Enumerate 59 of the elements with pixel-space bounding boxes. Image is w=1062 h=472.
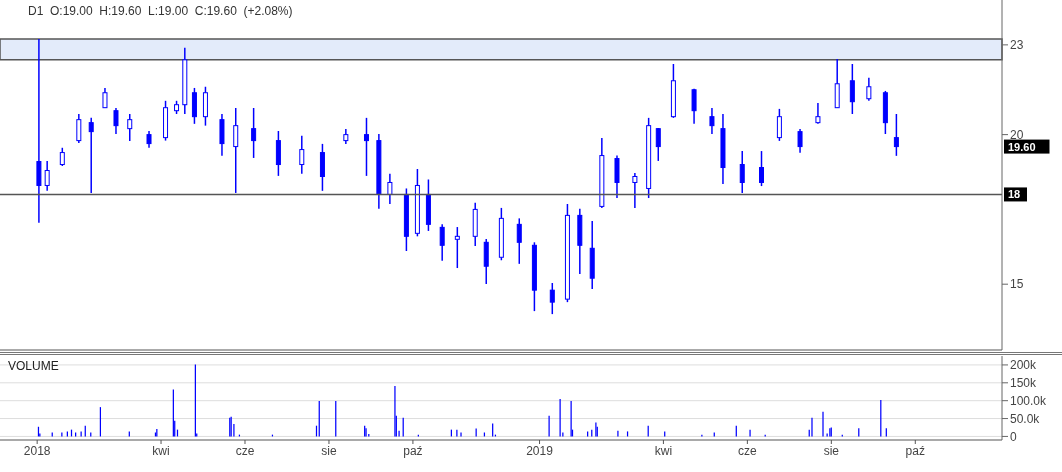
candlestick	[454, 226, 460, 269]
x-tick-label: cze	[738, 443, 758, 458]
x-tick-label: 2019	[526, 443, 554, 458]
ref-line-label: 18	[1008, 188, 1021, 201]
candlestick	[36, 38, 42, 224]
candlestick	[191, 87, 197, 125]
candlestick	[319, 143, 325, 192]
candlestick	[866, 77, 872, 102]
candlestick	[834, 58, 840, 109]
y-tick-label: 15	[1010, 277, 1024, 292]
candlestick	[275, 130, 281, 177]
candlestick	[299, 135, 305, 175]
chart-title: D1 O:19.00 H:19.60 L:19.00 C:19.60 (+2.08%)	[28, 4, 293, 18]
y-tick-label: 50.0k	[1010, 411, 1041, 426]
candlestick	[59, 147, 65, 167]
candlestick	[387, 173, 393, 205]
candlestick	[776, 108, 782, 142]
y-tick-label: 150k	[1010, 376, 1038, 391]
candlestick	[363, 117, 369, 177]
x-tick-label: 2018	[23, 443, 51, 458]
candlestick	[219, 113, 225, 157]
candlestick	[815, 102, 821, 125]
x-tick-label: kwi	[152, 443, 170, 458]
candlestick	[893, 113, 899, 157]
candlestick	[691, 88, 697, 125]
candlestick	[483, 238, 489, 285]
y-tick-label: 23	[1010, 38, 1024, 53]
candlestick	[549, 282, 555, 315]
candlestick	[44, 160, 50, 192]
candlestick	[127, 113, 133, 142]
candlestick	[202, 86, 208, 127]
candlestick	[759, 150, 765, 187]
candlestick	[113, 107, 119, 135]
chart-title: VOLUME	[8, 359, 59, 373]
y-tick-label: 100.0k	[1010, 393, 1048, 408]
candlestick	[88, 117, 94, 194]
x-tick-label: sie	[823, 443, 840, 458]
y-tick-label: 200k	[1010, 358, 1038, 373]
candlestick	[797, 128, 803, 154]
candlestick	[251, 107, 257, 159]
x-tick-label: paź	[403, 443, 423, 458]
x-tick-label: cze	[235, 443, 255, 458]
x-tick-label: sie	[321, 443, 337, 458]
candlestick	[516, 217, 522, 265]
candlestick	[76, 113, 82, 144]
x-tick-label: paź	[905, 443, 925, 458]
x-tick-label: kwi	[654, 443, 673, 458]
y-tick-label: 0	[1010, 429, 1017, 444]
candlestick	[709, 107, 715, 135]
candlestick	[439, 223, 445, 262]
y-tick-label: 20	[1010, 127, 1024, 142]
candlestick	[632, 172, 638, 209]
text: 19.60	[1008, 140, 1036, 153]
candlestick	[655, 127, 661, 162]
candlestick	[233, 107, 239, 194]
candlestick	[849, 63, 855, 115]
candlestick	[102, 87, 108, 109]
candlestick	[739, 150, 745, 194]
candlestick	[614, 154, 620, 199]
